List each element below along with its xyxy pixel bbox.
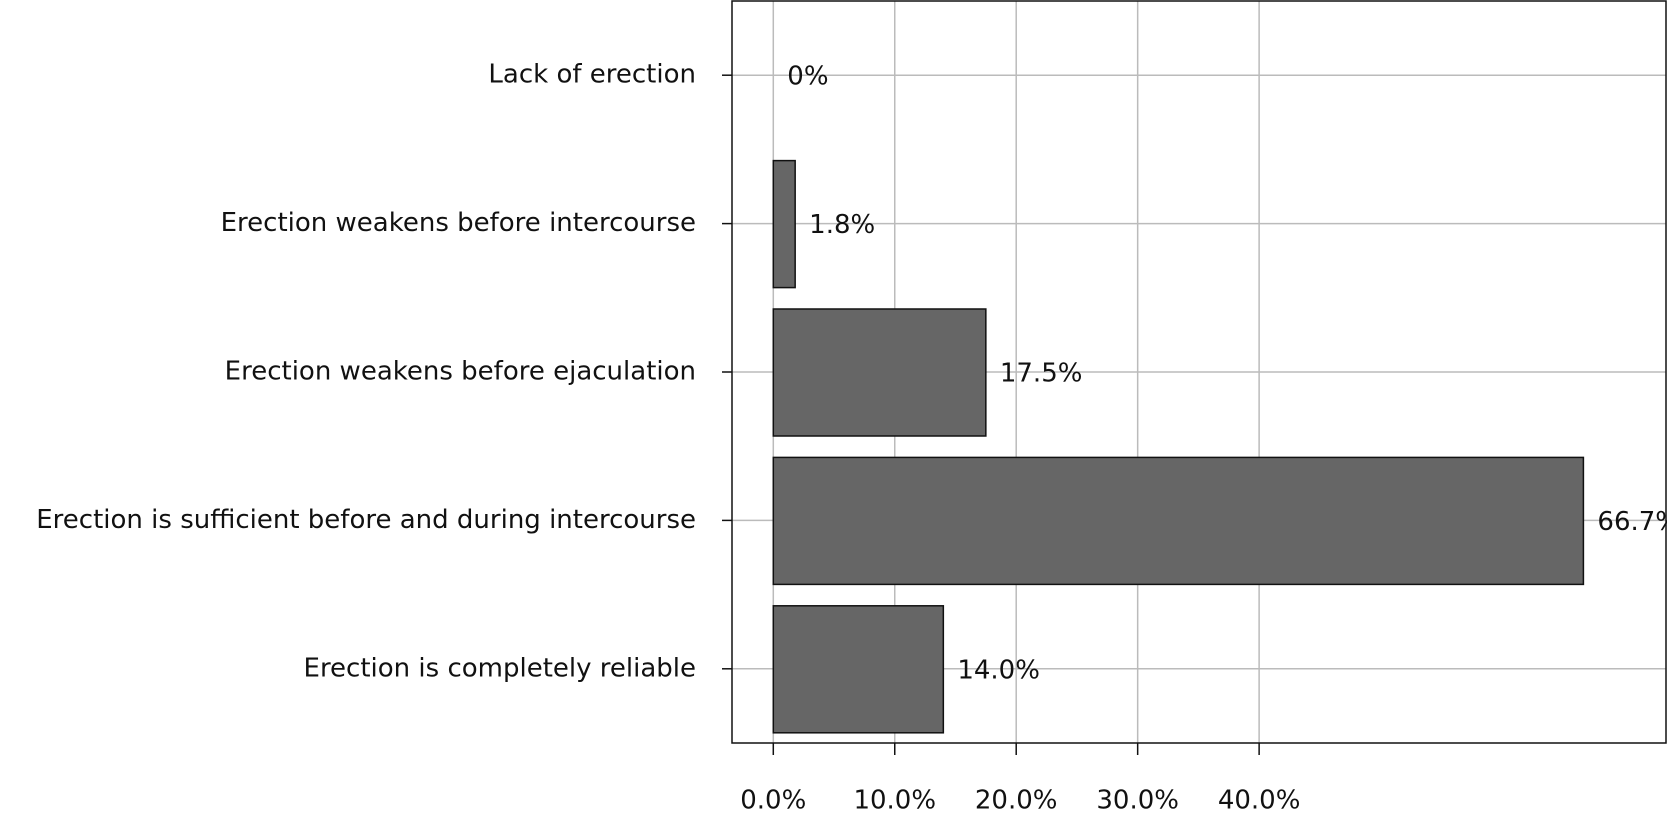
bar [772,308,987,437]
value-label: 66.7% [1597,507,1667,537]
value-label: 0% [787,62,828,92]
value-label: 17.5% [1000,359,1083,389]
x-tick-label: 10.0% [853,786,936,815]
x-tick-label: 0.0% [740,786,806,815]
bar [772,456,1585,586]
y-tick-label: Erection weakens before ejaculation [225,357,696,387]
y-tick-label: Erection is sufficient before and during… [36,505,696,535]
bar [772,605,945,734]
bar [772,159,796,289]
y-tick-label: Erection is completely reliable [304,653,696,683]
x-tick-label: 40.0% [1218,786,1301,815]
value-label: 1.8% [809,210,875,240]
y-tick-label: Erection weakens before intercourse [221,208,696,238]
x-tick-label: 20.0% [975,786,1058,815]
x-tick-label: 30.0% [1096,786,1179,815]
value-label: 14.0% [957,655,1040,685]
y-tick-label: Lack of erection [488,60,696,90]
plot-frame [731,0,1667,744]
